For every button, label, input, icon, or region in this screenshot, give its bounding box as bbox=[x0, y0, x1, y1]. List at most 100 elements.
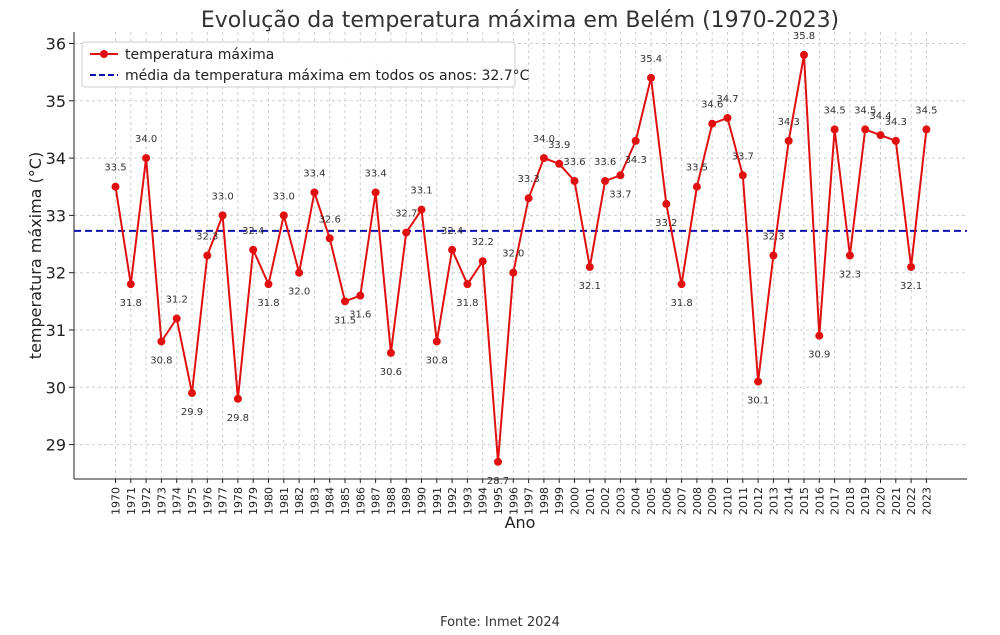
x-tick-label: 1988 bbox=[385, 487, 398, 515]
x-tick-label: 1979 bbox=[247, 487, 260, 515]
data-label: 34.7 bbox=[716, 94, 738, 105]
data-point bbox=[677, 280, 686, 289]
data-point bbox=[233, 394, 242, 403]
data-point bbox=[631, 136, 640, 145]
x-tick-label: 1985 bbox=[339, 487, 352, 515]
data-point bbox=[371, 188, 380, 197]
x-tick-label: 1993 bbox=[461, 487, 474, 515]
data-point bbox=[539, 154, 548, 163]
x-tick-label: 1976 bbox=[201, 487, 214, 515]
data-point bbox=[448, 245, 457, 254]
data-point bbox=[570, 177, 579, 185]
x-tick-label: 2005 bbox=[645, 487, 658, 515]
data-label: 32.2 bbox=[472, 237, 494, 248]
data-label: 33.6 bbox=[563, 157, 585, 168]
x-tick-label: 1972 bbox=[140, 487, 153, 515]
data-label: 33.1 bbox=[410, 186, 432, 197]
x-tick-label: 1990 bbox=[416, 487, 429, 515]
x-tick-label: 2001 bbox=[584, 487, 597, 515]
data-label: 33.9 bbox=[548, 140, 570, 151]
data-point bbox=[310, 188, 319, 197]
data-label: 30.6 bbox=[380, 367, 402, 378]
data-point bbox=[876, 131, 885, 140]
data-label: 33.2 bbox=[655, 218, 677, 229]
x-tick-label: 1991 bbox=[431, 487, 444, 515]
y-tick-label: 32 bbox=[46, 264, 66, 283]
x-tick-label: 2022 bbox=[905, 487, 918, 515]
data-point bbox=[188, 389, 196, 398]
y-tick-label: 36 bbox=[46, 34, 66, 53]
x-tick-label: 1973 bbox=[155, 487, 168, 515]
data-label: 31.6 bbox=[349, 310, 371, 321]
x-tick-label: 2003 bbox=[614, 487, 627, 515]
x-tick-label: 2020 bbox=[875, 487, 888, 515]
data-label: 35.8 bbox=[793, 31, 815, 42]
data-point bbox=[325, 234, 334, 243]
data-label: 32.1 bbox=[579, 281, 601, 292]
data-point bbox=[432, 337, 441, 346]
data-label: 33.7 bbox=[732, 151, 754, 162]
data-label: 31.2 bbox=[166, 295, 188, 306]
data-label: 33.5 bbox=[686, 163, 708, 174]
data-point bbox=[524, 194, 533, 203]
x-tick-label: 1994 bbox=[477, 487, 490, 515]
x-tick-label: 2004 bbox=[630, 487, 643, 515]
data-point bbox=[845, 251, 854, 260]
data-point bbox=[585, 262, 594, 271]
legend-mean-label: média da temperatura máxima em todos os … bbox=[125, 68, 530, 84]
data-point bbox=[800, 50, 808, 59]
data-label: 29.8 bbox=[227, 413, 249, 424]
data-label: 33.0 bbox=[273, 191, 295, 202]
data-label: 34.4 bbox=[869, 111, 891, 122]
x-tick-label: 1998 bbox=[538, 487, 551, 515]
x-tick-label: 1975 bbox=[186, 487, 199, 515]
x-tick-label: 1996 bbox=[507, 487, 520, 515]
x-tick-label: 2015 bbox=[798, 487, 811, 515]
x-tick-label: 1997 bbox=[523, 487, 536, 515]
data-label: 31.8 bbox=[456, 298, 478, 309]
data-point bbox=[172, 314, 181, 323]
data-point bbox=[203, 251, 212, 260]
data-point bbox=[142, 154, 151, 163]
x-tick-label: 2019 bbox=[859, 487, 872, 515]
x-tick-label: 2021 bbox=[890, 487, 903, 515]
x-tick-label: 2007 bbox=[676, 487, 689, 515]
x-tick-label: 1999 bbox=[553, 487, 566, 515]
data-label: 33.0 bbox=[211, 191, 233, 202]
data-point bbox=[295, 268, 304, 277]
data-label: 30.8 bbox=[426, 355, 448, 366]
data-point bbox=[509, 268, 518, 277]
data-point bbox=[264, 280, 273, 289]
data-label: 29.9 bbox=[181, 407, 203, 418]
y-tick-label: 30 bbox=[46, 378, 66, 397]
x-tick-label: 1974 bbox=[171, 487, 184, 515]
x-tick-label: 2012 bbox=[752, 487, 765, 515]
data-label: 33.7 bbox=[609, 189, 631, 200]
chart-title: Evolução da temperatura máxima em Belém … bbox=[201, 8, 839, 33]
data-label: 30.1 bbox=[747, 396, 769, 407]
x-tick-label: 2008 bbox=[691, 487, 704, 515]
data-label: 33.4 bbox=[364, 168, 386, 179]
data-label: 32.3 bbox=[762, 232, 784, 243]
data-label: 32.3 bbox=[839, 270, 861, 281]
data-point bbox=[356, 291, 365, 300]
data-point bbox=[494, 457, 502, 466]
data-label: 31.5 bbox=[334, 315, 356, 326]
data-label: 34.3 bbox=[625, 155, 647, 166]
data-label: 32.7 bbox=[395, 209, 417, 220]
x-tick-label: 1971 bbox=[125, 487, 138, 515]
x-tick-label: 1980 bbox=[263, 487, 276, 515]
data-label: 34.5 bbox=[823, 105, 845, 116]
data-label: 33.6 bbox=[594, 157, 616, 168]
legend-series-marker bbox=[100, 50, 108, 58]
data-label: 34.0 bbox=[533, 134, 555, 145]
data-label: 34.0 bbox=[135, 134, 157, 145]
x-tick-label: 2011 bbox=[737, 487, 750, 515]
data-point bbox=[861, 125, 870, 134]
x-tick-label: 1970 bbox=[110, 487, 123, 515]
data-point bbox=[769, 251, 778, 260]
data-point bbox=[218, 211, 227, 220]
y-tick-label: 31 bbox=[46, 321, 66, 340]
x-tick-label: 2000 bbox=[569, 487, 582, 515]
